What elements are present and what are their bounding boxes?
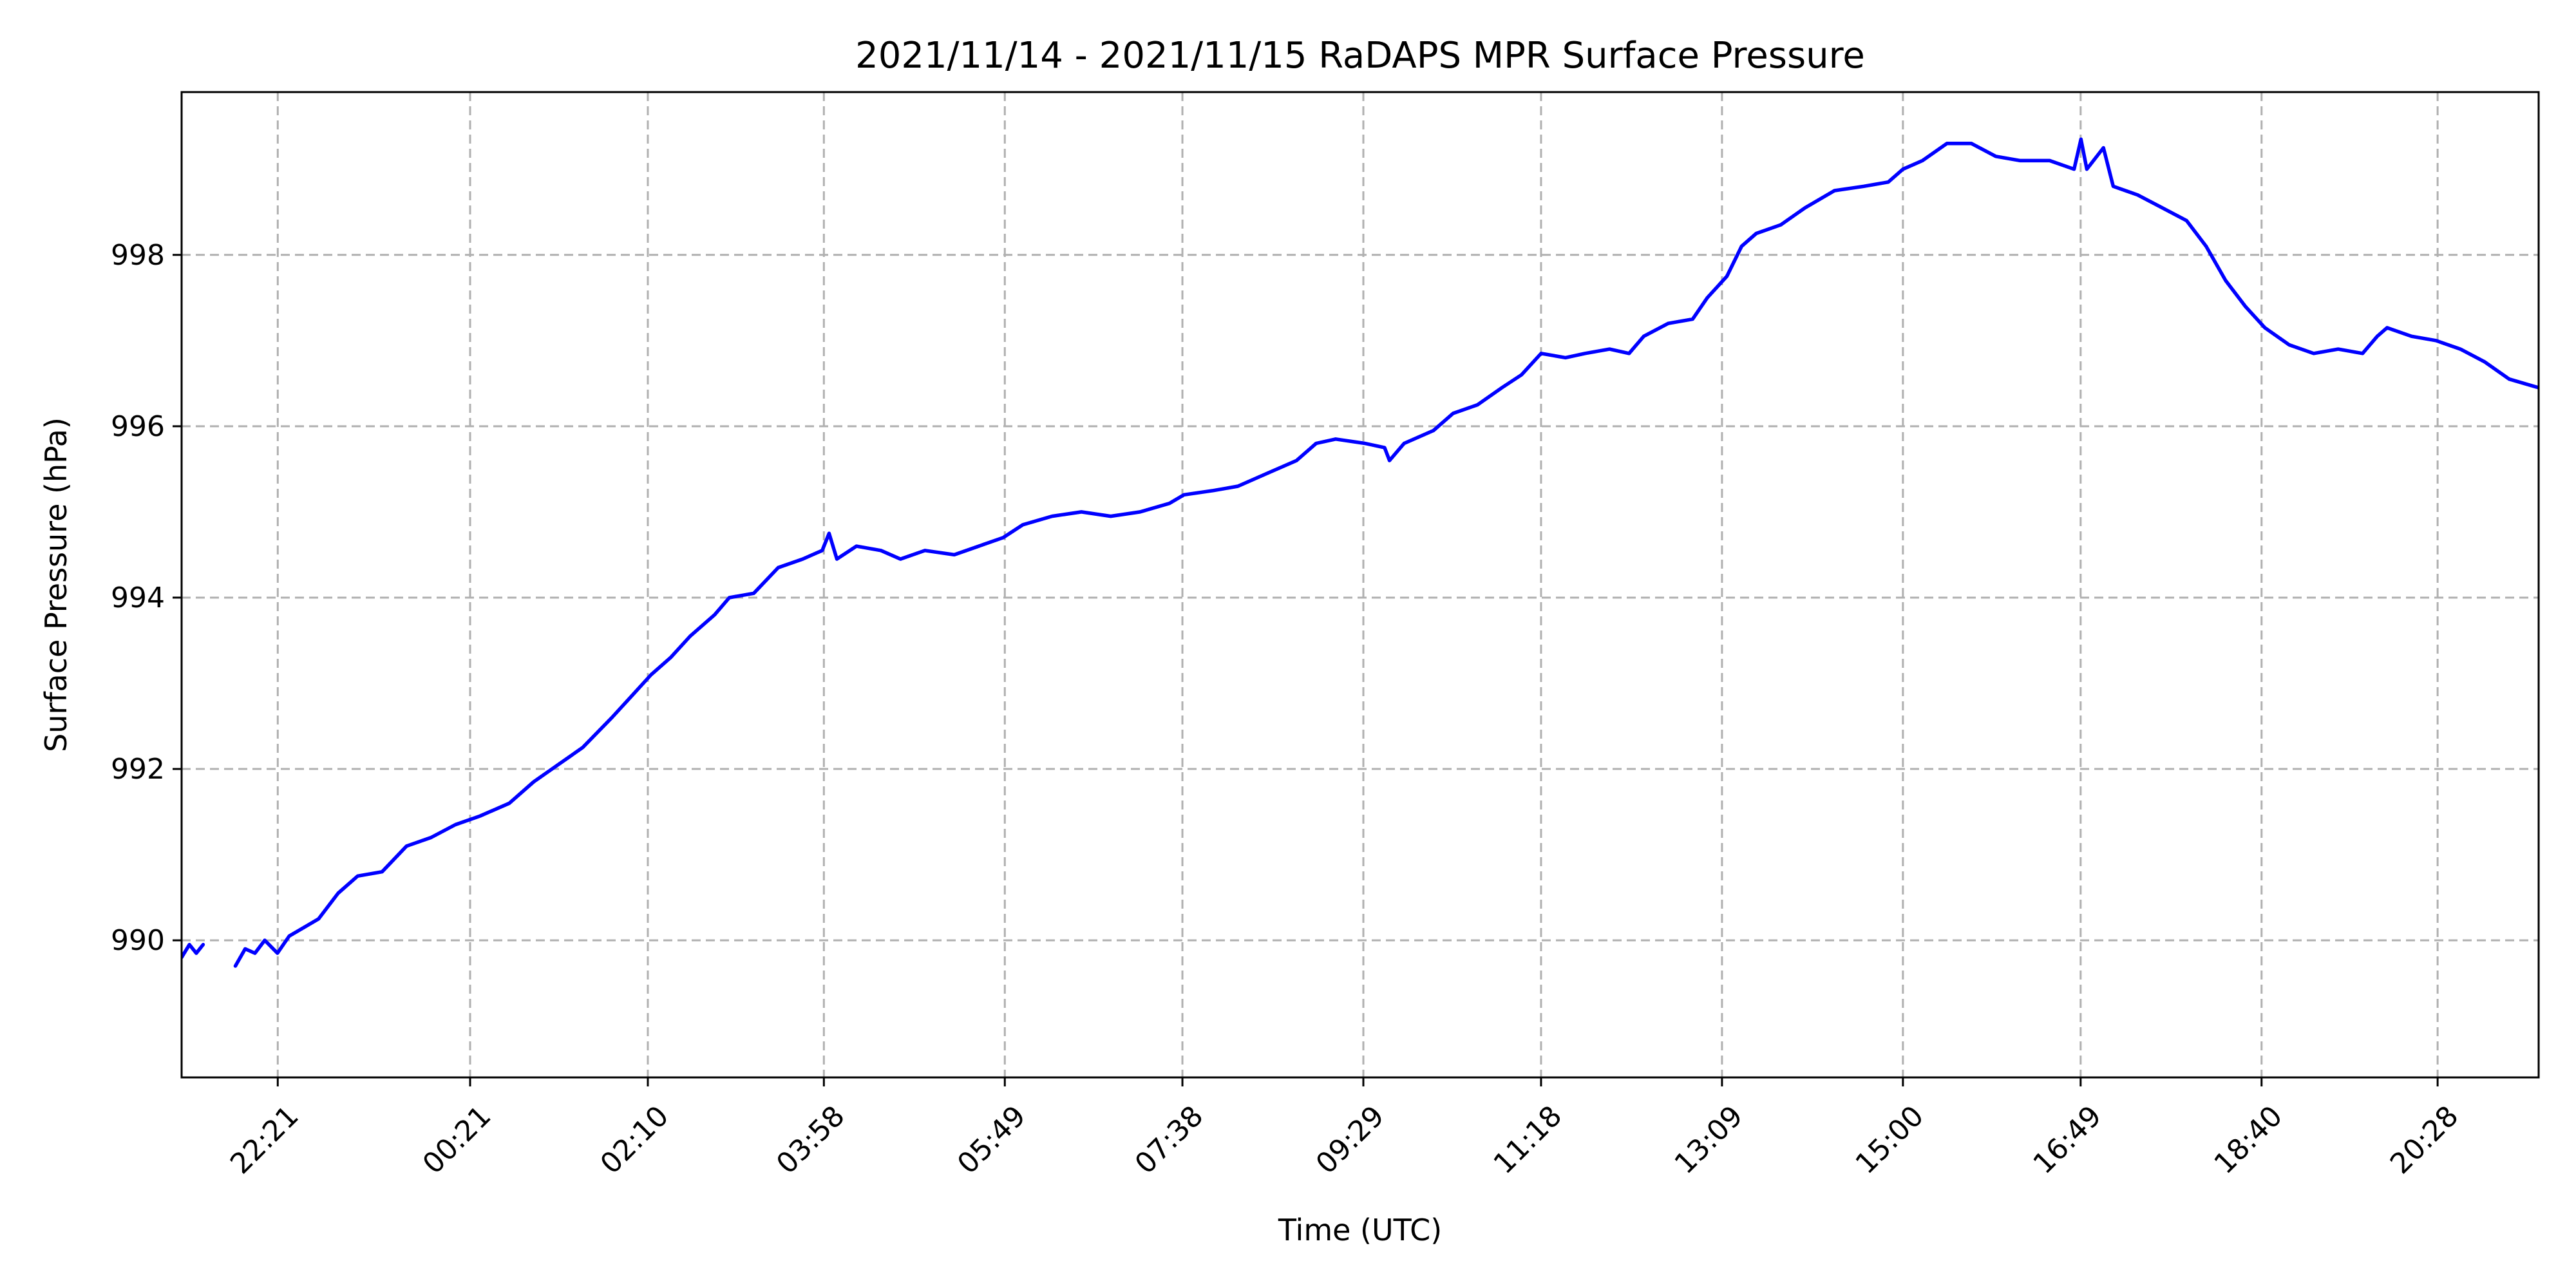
- y-tick-label: 992: [111, 753, 165, 786]
- series-layer: [182, 137, 2539, 968]
- grid: [182, 92, 2539, 1077]
- chart-title: 2021/11/14 - 2021/11/15 RaDAPS MPR Surfa…: [855, 35, 1865, 77]
- y-tick-label: 996: [111, 410, 165, 443]
- x-axis-label: Time (UTC): [1278, 1213, 1442, 1247]
- pressure-series-line: [233, 137, 2539, 968]
- y-axis-label: Surface Pressure (hPa): [39, 417, 73, 752]
- pressure-series-line: [182, 943, 205, 960]
- y-tick-label: 990: [111, 924, 165, 957]
- y-axis: 990 992 994 996 998: [111, 239, 182, 957]
- y-tick-label: 994: [111, 582, 165, 614]
- y-tick-label: 998: [111, 239, 165, 272]
- plot-frame: [180, 91, 2540, 1079]
